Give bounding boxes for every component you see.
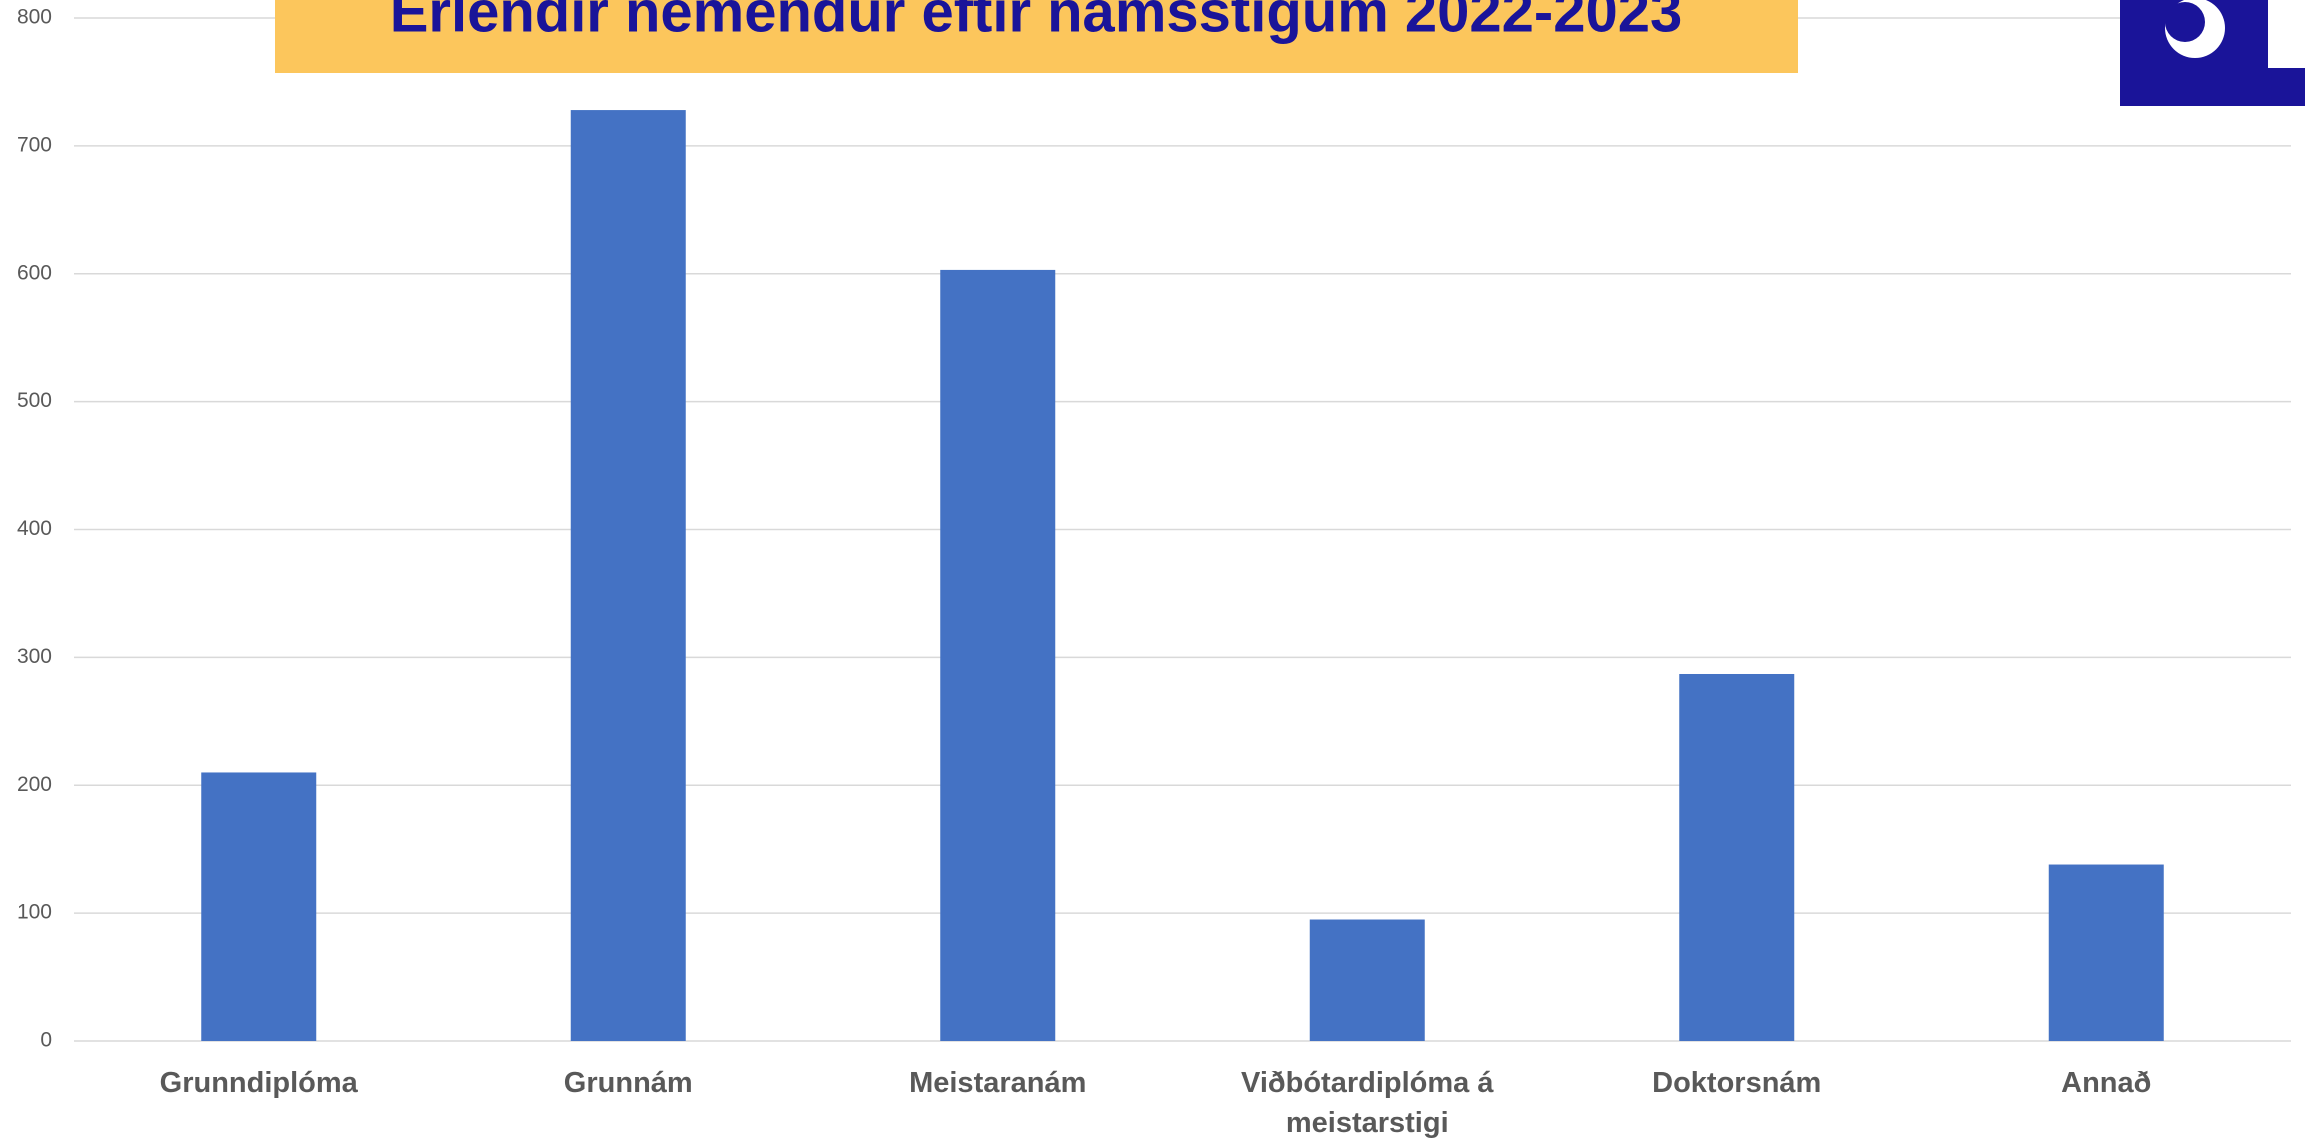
y-tick-label: 600 bbox=[17, 261, 52, 284]
y-tick-label: 700 bbox=[17, 133, 52, 156]
chart-title: Erlendir nemendur eftir námsstigum 2022-… bbox=[390, 0, 1683, 44]
x-tick-label: Grunndiplóma bbox=[159, 1067, 358, 1099]
x-tick-label: Annað bbox=[2061, 1067, 2152, 1099]
x-tick-label: Viðbótardiplóma á meistarstigi bbox=[1241, 1067, 1494, 1139]
bar bbox=[201, 772, 317, 1041]
x-tick-label: Grunnám bbox=[563, 1067, 693, 1099]
y-tick-label: 200 bbox=[17, 773, 52, 796]
title-box bbox=[275, 0, 1798, 73]
bar bbox=[2048, 864, 2164, 1041]
logo bbox=[2120, 0, 2305, 106]
y-tick-label: 100 bbox=[17, 901, 52, 924]
y-tick-label: 300 bbox=[17, 645, 52, 668]
y-tick-label: 400 bbox=[17, 517, 52, 540]
x-tick-label: Meistaranám bbox=[909, 1067, 1087, 1099]
bar bbox=[940, 269, 1056, 1041]
y-tick-label: 500 bbox=[17, 389, 52, 412]
bar bbox=[1679, 673, 1795, 1041]
x-tick-label: Doktorsnám bbox=[1652, 1067, 1822, 1099]
bar bbox=[570, 110, 686, 1041]
y-tick-label: 800 bbox=[17, 6, 52, 29]
bar bbox=[1309, 919, 1425, 1041]
y-tick-label: 0 bbox=[40, 1029, 52, 1052]
